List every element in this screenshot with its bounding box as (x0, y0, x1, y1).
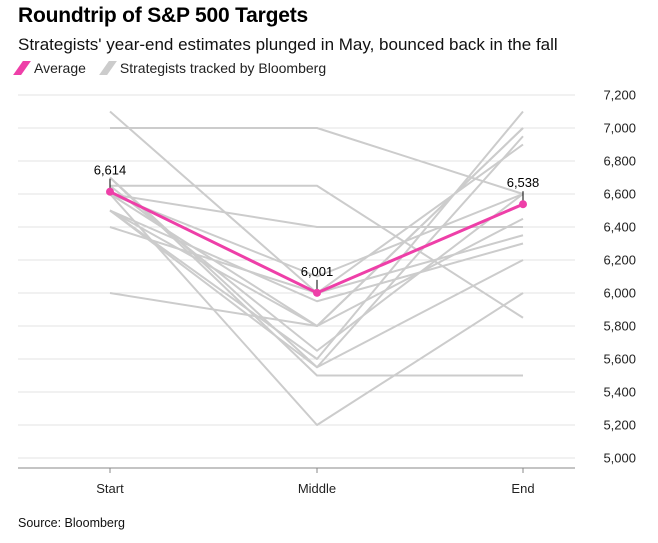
average-point (519, 200, 527, 209)
y-tick-label: 5,200 (603, 418, 636, 433)
y-tick-label: 6,600 (603, 187, 636, 202)
strategist-line (109, 127, 524, 327)
y-tick-label: 6,000 (603, 286, 636, 301)
average-data-label: 6,614 (94, 163, 127, 178)
x-tick-label: Start (96, 481, 124, 496)
strategist-line (109, 193, 524, 278)
y-tick-label: 6,800 (603, 154, 636, 169)
strategist-line (110, 127, 524, 195)
y-tick-label: 5,000 (603, 451, 636, 466)
y-tick-label: 5,800 (603, 319, 636, 334)
y-tick-label: 6,200 (603, 253, 636, 268)
y-tick-label: 7,000 (603, 121, 636, 136)
chart-subtitle: Strategists' year-end estimates plunged … (18, 35, 558, 54)
strategist-line (109, 184, 524, 352)
source-note: Source: Bloomberg (18, 516, 126, 530)
chart-title: Roundtrip of S&P 500 Targets (18, 4, 308, 27)
strategist-line (109, 193, 524, 426)
y-tick-label: 6,400 (603, 220, 636, 235)
average-point (106, 187, 114, 196)
y-tick-label: 5,400 (603, 385, 636, 400)
legend-item-strategists: Strategists tracked by Bloomberg (99, 60, 327, 76)
x-tick-label: Middle (298, 481, 336, 496)
average-point (313, 288, 321, 297)
strategist-line (109, 209, 524, 369)
average-data-label: 6,001 (301, 264, 334, 279)
legend: Average Strategists tracked by Bloomberg (13, 60, 344, 76)
strategist-line (110, 184, 524, 319)
average-data-label: 6,538 (507, 175, 540, 190)
legend-item-average: Average (13, 60, 86, 76)
x-tick-label: End (511, 481, 534, 496)
y-tick-label: 7,200 (603, 88, 636, 103)
legend-label-average: Average (34, 60, 86, 76)
y-tick-label: 5,600 (603, 352, 636, 367)
strategist-line (109, 193, 523, 228)
legend-label-strategists: Strategists tracked by Bloomberg (119, 60, 327, 76)
strategist-line (109, 176, 523, 377)
